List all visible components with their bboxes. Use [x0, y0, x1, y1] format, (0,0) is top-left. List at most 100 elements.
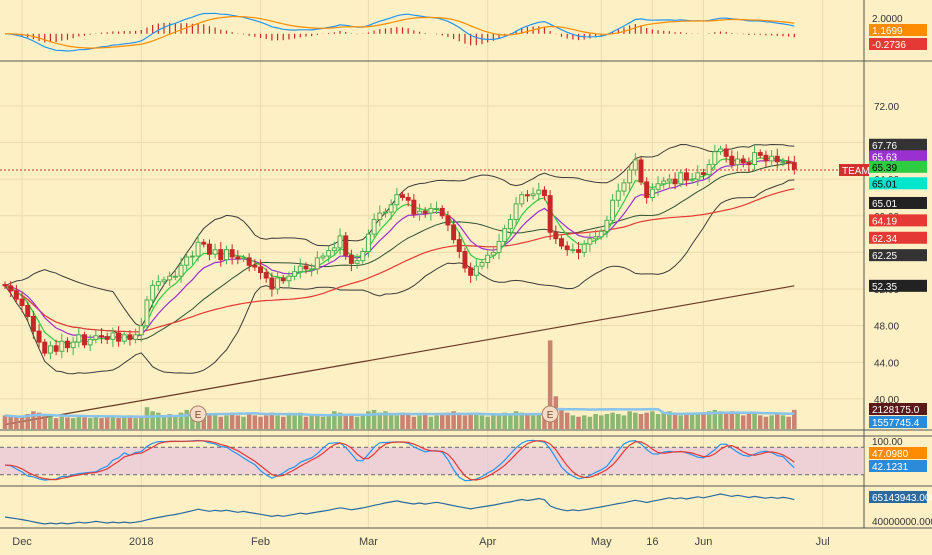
candle-body: [161, 279, 167, 283]
price-value-label: 65.01: [872, 179, 897, 190]
volume-bar: [462, 415, 468, 429]
price-value-label-bg: [869, 214, 927, 227]
volume-bar: [53, 418, 59, 429]
candle-body: [541, 189, 547, 197]
volume-bar: [326, 415, 331, 429]
obv-line: [4, 493, 795, 525]
volume-bar: [212, 414, 218, 429]
volume-bar: [621, 415, 627, 429]
candle-body: [462, 250, 468, 269]
volume-value-label: 1557745.4: [872, 418, 920, 429]
candle-body: [172, 275, 178, 278]
volume-bar: [8, 416, 13, 429]
candle-body: [485, 254, 491, 263]
volume-bar: [451, 411, 456, 429]
volume-bar: [70, 418, 76, 429]
volume-bar: [536, 414, 542, 429]
candle-body: [411, 199, 417, 215]
candle-body: [547, 195, 553, 233]
volume-bar: [769, 415, 774, 429]
candle-body: [280, 277, 286, 282]
candle-body: [309, 268, 315, 271]
price-value-label-bg: [869, 160, 927, 173]
volume-bar: [224, 415, 229, 429]
volume-bar: [31, 411, 36, 429]
price-value-label: 65.39: [872, 163, 897, 174]
volume-bar: [280, 416, 286, 429]
candle-body: [638, 159, 644, 183]
macd-panel: [4, 12, 795, 52]
candle-body: [303, 265, 309, 270]
candle-body: [752, 152, 758, 166]
candle-body: [610, 199, 616, 221]
candle-body: [121, 334, 127, 342]
candle-body: [434, 207, 440, 210]
candle-body: [576, 249, 582, 253]
x-tick-label: Feb: [251, 536, 270, 548]
earnings-marker-1[interactable]: [541, 405, 559, 423]
volume-bar: [570, 415, 576, 429]
volume-bar: [502, 412, 507, 429]
x-tick-label: May: [591, 536, 612, 548]
stoch-value-label: 42.1231: [872, 462, 909, 473]
volume-bar: [269, 412, 275, 429]
volume-bar: [173, 416, 178, 429]
candle-body: [678, 172, 684, 185]
volume-bar: [104, 417, 110, 429]
volume-bar: [360, 415, 366, 429]
volume-bar: [661, 412, 666, 429]
candle-body: [30, 315, 36, 332]
volume-bar: [150, 411, 155, 429]
candle-body: [428, 207, 434, 214]
candle-body: [405, 196, 411, 201]
candle-body: [581, 243, 587, 253]
volume-bar: [201, 412, 207, 429]
candle-body: [507, 218, 513, 230]
volume-bar: [792, 409, 797, 429]
obv-panel: [4, 493, 795, 525]
volume-bar: [207, 415, 212, 429]
candle-body: [70, 341, 76, 349]
candle-body: [320, 255, 326, 259]
candle-body: [76, 334, 82, 343]
volume-bar: [752, 414, 757, 429]
price-value-label-bg: [869, 231, 927, 244]
candle-body: [451, 224, 457, 241]
candle-body: [445, 215, 451, 226]
x-tick-label: Dec: [12, 536, 32, 548]
candle-body: [513, 203, 519, 220]
candle-body: [490, 251, 496, 256]
volume-bar: [525, 414, 530, 429]
candle-body: [536, 189, 542, 195]
candle-body: [104, 336, 110, 340]
candle-body: [195, 241, 201, 257]
macd-value-label: -0.2736: [872, 40, 906, 51]
volume-value-label: 2128175.0: [872, 405, 920, 416]
price-value-label-bg: [869, 249, 927, 262]
grid-layer: [0, 0, 932, 529]
candle-body: [502, 228, 508, 242]
candle-body: [269, 277, 275, 290]
candle-body: [337, 235, 343, 249]
candle-body: [791, 162, 797, 170]
volume-bar: [76, 416, 82, 429]
candle-body: [468, 267, 474, 276]
volume-bar: [139, 416, 144, 429]
earnings-marker-0[interactable]: [189, 405, 207, 423]
candle-body: [473, 265, 479, 276]
macd-value-label: 2.0000: [872, 14, 903, 25]
volume-bar: [116, 418, 121, 429]
volume-bar: [371, 409, 377, 429]
candle-body: [735, 158, 741, 166]
volume-bar: [337, 412, 343, 429]
candle-body: [723, 148, 729, 157]
candle-body: [292, 271, 298, 277]
candle-body: [746, 162, 752, 166]
volume-bar: [422, 414, 428, 429]
volume-bar: [14, 417, 19, 429]
price-value-label: 65.63: [872, 152, 897, 163]
candle-body: [241, 257, 246, 260]
